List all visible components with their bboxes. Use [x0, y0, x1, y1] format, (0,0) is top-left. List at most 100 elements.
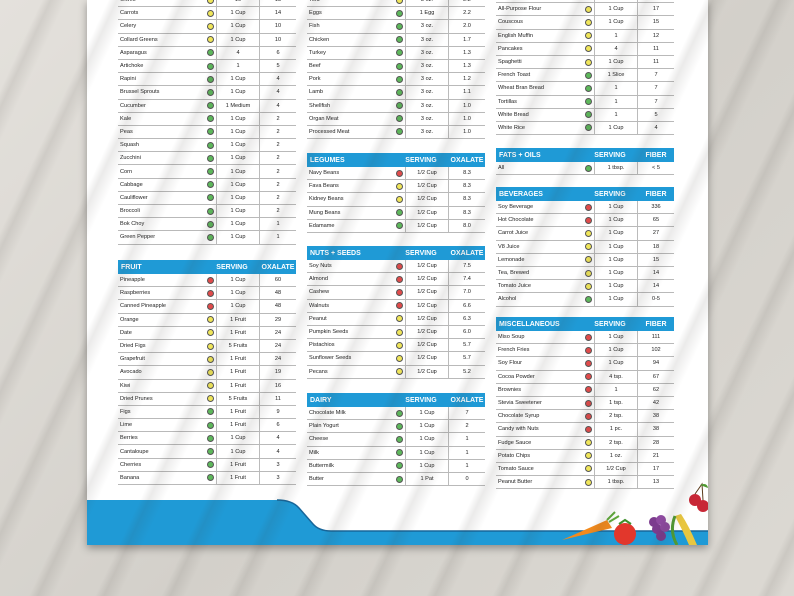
food-name: Soy Flour	[498, 360, 522, 367]
level-indicator-icon	[584, 373, 592, 381]
oxalate-value: 2.2	[463, 10, 471, 17]
table-row: Lamb 3 oz. 1.1	[307, 86, 485, 100]
table-row: Green Pepper 1 Cup 1	[118, 231, 296, 245]
level-indicator-icon	[584, 346, 592, 354]
food-name: Artichoke	[120, 63, 144, 70]
food-name: Spaghetti	[498, 59, 522, 66]
food-name: Banana	[120, 474, 140, 481]
food-name: Asparagus	[120, 49, 147, 56]
table-row: Fish 3 oz. 2.0	[307, 20, 485, 34]
table-row: Figs 1 Fruit 9	[118, 405, 296, 420]
table-row: Plain Yogurt 1 Cup 2	[307, 420, 485, 434]
food-name: Figs	[120, 408, 131, 415]
level-indicator-icon	[395, 275, 403, 283]
table-row: Peanut Butter 1 tbsp. 13	[496, 476, 674, 490]
oxalate-value: 1	[465, 436, 469, 443]
level-indicator-icon	[395, 9, 403, 17]
serving-size: 1	[594, 29, 638, 42]
table-row: Bok Choy 1 Cup 1	[118, 218, 296, 232]
food-name: Cashew	[309, 289, 330, 296]
table-row: Almond 1/2 Cup 7.4	[307, 273, 485, 287]
oxalate-value: 94	[652, 360, 660, 367]
food-name: Canned Pineapple	[120, 303, 167, 310]
oxalate-value: 60	[274, 277, 282, 284]
serving-size: 1 Cup	[405, 420, 449, 433]
food-name: Orange	[120, 316, 139, 323]
oxalate-value: 24	[274, 343, 282, 350]
level-indicator-icon	[584, 333, 592, 341]
level-indicator-icon	[395, 462, 403, 470]
table-row: Carrots 1 Cup 14	[118, 7, 296, 21]
oxalate-value: 8.3	[463, 209, 471, 216]
level-indicator-icon	[395, 22, 403, 30]
table-row: Corn 1 Cup 2	[118, 165, 296, 179]
serving-column-label: SERVING	[216, 263, 248, 271]
oxalate-value: 17	[652, 465, 660, 472]
oxalate-value: 1.3	[463, 49, 471, 56]
table-row: Cherries 1 Fruit 3	[118, 458, 296, 472]
food-name: Cauliflower	[120, 194, 148, 201]
food-name: Fish	[309, 23, 320, 30]
serving-size: 1/2 Cup	[405, 219, 449, 232]
oxalate-value: 11	[653, 45, 659, 52]
food-name: Stevia Sweetener	[498, 400, 542, 407]
oxalate-value: 5.7	[463, 355, 471, 362]
food-name: Cucumber	[120, 102, 146, 109]
table-row: Edamame 1/2 Cup 8.0	[307, 219, 485, 233]
food-name: Raspberries	[120, 290, 151, 297]
serving-size: 1 Cup	[405, 407, 449, 420]
table-row: French Fries 1 Cup 102	[496, 344, 674, 358]
serving-size: 1 Medium	[216, 99, 260, 112]
serving-size: 1 Cup	[216, 300, 260, 313]
serving-size: 1 Cup	[216, 231, 260, 244]
food-name: Rapini	[120, 76, 136, 83]
table-row: Cheese 1 Cup 1	[307, 433, 485, 447]
food-name: Peanut	[309, 315, 327, 322]
level-indicator-icon	[206, 220, 214, 228]
level-indicator-icon	[584, 412, 592, 420]
level-indicator-icon	[584, 124, 592, 132]
level-indicator-icon	[395, 328, 403, 336]
level-indicator-icon	[584, 45, 592, 53]
oxalate-value: 1.1	[463, 89, 471, 96]
food-name: Cabbage	[120, 181, 143, 188]
table-row: V8 Juice 1 Cup 18	[496, 240, 674, 254]
table-row: White Bread 1 5	[496, 108, 674, 122]
table-row: Processed Meat 3 oz. 1.0	[307, 125, 485, 140]
value-column-label: FIBER	[645, 190, 667, 198]
value-column-label: OXALATE	[450, 396, 484, 404]
table-row: Artichoke 1 5	[118, 59, 296, 74]
table-row: Cucumber 1 Medium 4	[118, 99, 296, 113]
level-indicator-icon	[584, 58, 592, 66]
level-indicator-icon	[206, 316, 214, 324]
table-row: Wheat Bran Bread 1 7	[496, 82, 674, 96]
food-name: Peas	[120, 128, 133, 135]
serving-size: 1 Cup	[594, 280, 638, 293]
vegetables-illustration-icon	[562, 482, 708, 545]
serving-size: 1 Cup	[594, 201, 638, 214]
level-indicator-icon	[395, 341, 403, 349]
table-row: Raspberries 1 Cup 48	[118, 287, 296, 301]
food-name: Couscous	[498, 19, 523, 26]
oxalate-value: 11	[653, 59, 659, 66]
serving-size: 1 Cup	[405, 433, 449, 446]
oxalate-value: 48	[274, 303, 282, 310]
food-name: Mung Beans	[309, 209, 341, 216]
serving-size: 1 Fruit	[216, 366, 260, 379]
serving-size: 1/2 Cup	[405, 260, 449, 273]
table-row: Carrot Juice 1 Cup 27	[496, 227, 674, 241]
level-indicator-icon	[395, 262, 403, 270]
section-header: DAIRY SERVING OXALATE	[307, 393, 485, 407]
level-indicator-icon	[395, 75, 403, 83]
serving-size: 10	[216, 0, 260, 7]
food-name: Collard Greens	[120, 36, 158, 43]
serving-size: 1 Cup	[594, 293, 638, 306]
table-row: Shellfish 3 oz. 1.0	[307, 99, 485, 113]
level-indicator-icon	[584, 216, 592, 224]
level-indicator-icon	[206, 382, 214, 390]
table-row: Pistachios 1/2 Cup 5.7	[307, 339, 485, 353]
oxalate-value: 2	[465, 423, 469, 430]
oxalate-value: 3	[276, 461, 280, 468]
value-column-label: OXALATE	[261, 263, 295, 271]
